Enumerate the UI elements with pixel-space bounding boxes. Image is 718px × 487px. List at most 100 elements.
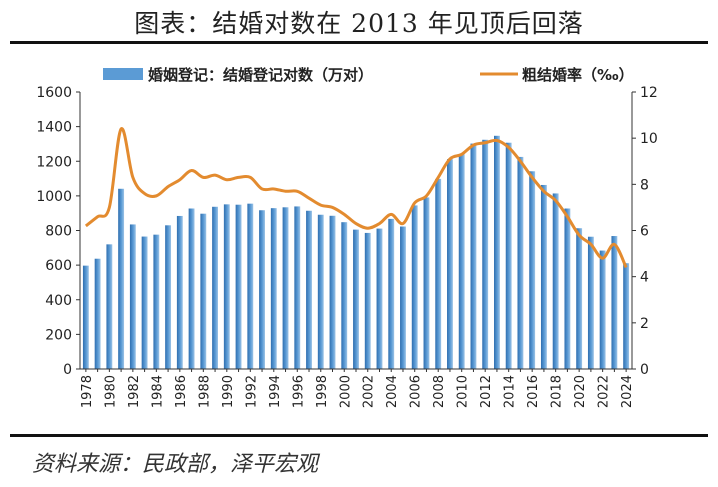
bar-2012 <box>482 139 489 369</box>
bar-1980 <box>106 244 113 369</box>
bar-2005 <box>400 226 406 369</box>
x-tick-label: 1996 <box>291 375 306 408</box>
bar-1981 <box>118 188 125 369</box>
left-tick-label: 1200 <box>36 154 72 170</box>
bar-series <box>82 135 630 369</box>
bar-2019 <box>564 208 571 369</box>
right-tick-label: 2 <box>640 316 649 332</box>
right-tick-label: 0 <box>640 362 649 378</box>
x-tick-label: 2012 <box>479 375 494 408</box>
bar-1998 <box>317 214 324 369</box>
source-note: 资料来源：民政部，泽平宏观 <box>32 452 319 477</box>
left-y-axis: 0 200 400 600 800 1000 1200 1400 1600 <box>36 85 81 378</box>
bar-1995 <box>282 207 289 369</box>
x-tick-label: 2004 <box>385 375 400 408</box>
x-tick-label: 2008 <box>432 375 447 408</box>
x-tick-label: 1978 <box>80 375 95 408</box>
source-divider <box>10 434 708 437</box>
bar-2022 <box>599 250 606 369</box>
bar-1988 <box>200 213 207 369</box>
bar-1982 <box>129 224 136 369</box>
right-tick-label: 10 <box>640 131 658 147</box>
bar-1987 <box>188 208 195 369</box>
x-tick-label: 2000 <box>338 375 353 408</box>
left-tick-label: 1600 <box>36 85 72 101</box>
x-tick-label: 2010 <box>456 375 471 408</box>
x-axis: 1978 1980 1982 1984 1986 1988 1990 1992 1994 1996… <box>80 368 635 408</box>
left-tick-label: 600 <box>45 258 72 274</box>
x-tick-label: 2022 <box>597 375 612 408</box>
x-tick-label: 1990 <box>221 375 236 408</box>
bar-1997 <box>306 210 312 369</box>
legend-bar-swatch <box>103 68 143 80</box>
x-tick-label: 2016 <box>526 375 541 408</box>
x-tick-label: 1992 <box>244 375 259 408</box>
line-series <box>84 127 628 269</box>
right-tick-label: 8 <box>640 177 649 193</box>
bar-2020 <box>576 228 583 369</box>
x-tick-label: 2020 <box>573 375 588 408</box>
x-tick-label: 1982 <box>127 375 142 408</box>
bar-1986 <box>176 215 183 369</box>
bar-1984 <box>153 234 160 369</box>
x-tick-label: 2014 <box>503 375 518 408</box>
bar-1994 <box>270 208 277 369</box>
bar-2018 <box>552 193 559 369</box>
bar-2013 <box>494 135 500 369</box>
bar-1992 <box>247 203 254 369</box>
bar-2006 <box>411 205 418 369</box>
bar-2009 <box>447 159 453 369</box>
x-tick-label: 1994 <box>268 375 283 408</box>
bar-1993 <box>259 210 265 369</box>
bar-2024 <box>623 263 630 369</box>
left-tick-label: 1400 <box>36 120 72 136</box>
left-tick-label: 400 <box>45 293 72 309</box>
bar-2001 <box>353 229 359 369</box>
bar-2000 <box>341 222 348 369</box>
bar-2002 <box>364 232 371 369</box>
left-tick-label: 800 <box>45 224 72 240</box>
legend: 婚姻登记：结婚登记对数（万对） 粗结婚率（‰） <box>103 66 634 84</box>
x-tick-label: 1984 <box>150 375 165 408</box>
chart-title: 图表：结婚对数在 2013 年见顶后回落 <box>134 9 584 38</box>
bar-2017 <box>540 184 547 369</box>
x-tick-label: 2024 <box>620 375 635 408</box>
bar-2011 <box>470 143 477 369</box>
right-tick-label: 6 <box>640 224 649 240</box>
bar-2015 <box>517 156 524 369</box>
bar-1991 <box>235 204 242 369</box>
bar-2016 <box>529 171 536 369</box>
bar-2014 <box>505 142 512 369</box>
bar-1983 <box>141 236 148 369</box>
bar-2003 <box>376 228 383 369</box>
x-tick-label: 2018 <box>550 375 565 408</box>
bar-1979 <box>94 258 101 369</box>
x-tick-label: 1998 <box>315 375 330 408</box>
bar-2021 <box>587 236 594 369</box>
bar-1985 <box>165 225 172 369</box>
legend-bar-label: 婚姻登记：结婚登记对数（万对） <box>148 66 373 84</box>
left-tick-label: 1000 <box>36 189 72 205</box>
x-tick-label: 1988 <box>197 375 212 408</box>
bar-2023 <box>611 236 618 369</box>
bar-1978 <box>82 265 89 369</box>
x-tick-label: 2006 <box>409 375 424 408</box>
bar-1990 <box>223 204 230 369</box>
x-tick-label: 1980 <box>103 375 118 408</box>
left-tick-label: 0 <box>63 362 72 378</box>
left-tick-label: 200 <box>45 327 72 343</box>
bar-2010 <box>458 154 465 369</box>
bar-2007 <box>423 197 430 369</box>
legend-line-label: 粗结婚率（‰） <box>522 66 634 84</box>
right-y-axis: 0 2 4 6 8 10 12 <box>631 85 658 378</box>
bar-1989 <box>212 206 218 369</box>
x-tick-label: 1986 <box>174 375 189 408</box>
right-tick-label: 12 <box>640 85 658 101</box>
bar-2004 <box>388 218 395 369</box>
x-tick-label: 2002 <box>362 375 377 408</box>
bar-1999 <box>329 215 336 369</box>
bar-1996 <box>294 206 301 369</box>
title-divider <box>10 41 708 44</box>
right-tick-label: 4 <box>640 270 649 286</box>
